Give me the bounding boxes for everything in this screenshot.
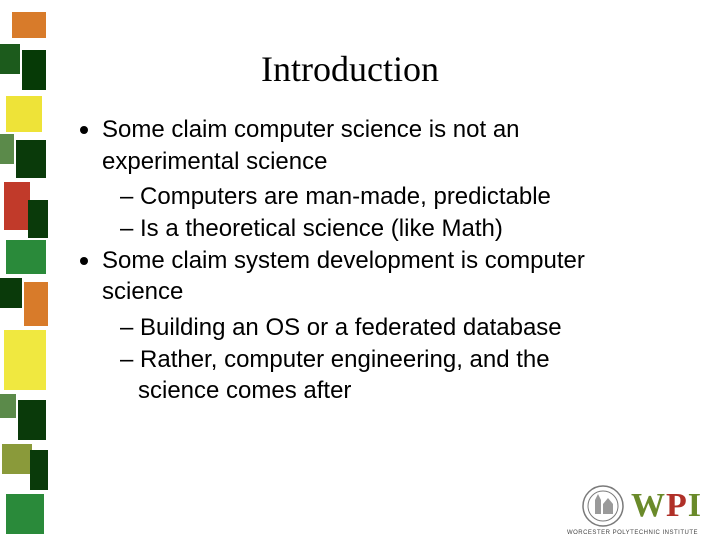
decorative-sidebar xyxy=(0,0,52,540)
decorative-block xyxy=(0,278,22,308)
bullet-list: Some claim computer science is not an ex… xyxy=(80,114,660,407)
decorative-block xyxy=(6,494,44,534)
decorative-block xyxy=(24,282,48,326)
sub-bullet-text: – Computers are man-made, predictable xyxy=(120,181,660,213)
decorative-block xyxy=(6,96,42,132)
wpi-logo-subtitle: WORCESTER POLYTECHNIC INSTITUTE xyxy=(567,530,698,536)
decorative-block xyxy=(28,200,48,238)
decorative-block xyxy=(0,394,16,418)
decorative-block xyxy=(22,50,46,90)
bullet-text: Some claim system development is compute… xyxy=(102,245,660,308)
wpi-seal-icon xyxy=(581,484,625,528)
logo-letter: W xyxy=(631,487,666,525)
wpi-logo: WPI xyxy=(581,484,702,528)
sub-bullet-text: – Rather, computer engineering, and the xyxy=(120,344,660,376)
sub-bullet-text: – Building an OS or a federated database xyxy=(120,312,660,344)
slide-title: Introduction xyxy=(70,48,630,90)
decorative-block xyxy=(0,134,14,164)
decorative-block xyxy=(4,330,46,390)
decorative-block xyxy=(0,44,20,74)
sub-bullet-text: science comes after xyxy=(138,375,660,407)
bullet-text: Some claim computer science is not an ex… xyxy=(102,114,660,177)
decorative-block xyxy=(12,12,46,38)
decorative-block xyxy=(30,450,48,490)
decorative-block xyxy=(6,240,46,274)
slide-content: Introduction Some claim computer science… xyxy=(70,0,710,540)
decorative-block xyxy=(16,140,46,178)
logo-letter: P xyxy=(666,487,688,525)
decorative-block xyxy=(2,444,32,474)
logo-letter: I xyxy=(688,487,702,525)
bullet-item: Some claim computer science is not an ex… xyxy=(80,114,660,177)
bullet-dot-icon xyxy=(80,126,88,134)
decorative-block xyxy=(4,182,30,230)
decorative-block xyxy=(18,400,46,440)
wpi-logo-text: WPI xyxy=(631,487,702,525)
bullet-item: Some claim system development is compute… xyxy=(80,245,660,308)
bullet-dot-icon xyxy=(80,257,88,265)
sub-bullet-text: – Is a theoretical science (like Math) xyxy=(120,213,660,245)
